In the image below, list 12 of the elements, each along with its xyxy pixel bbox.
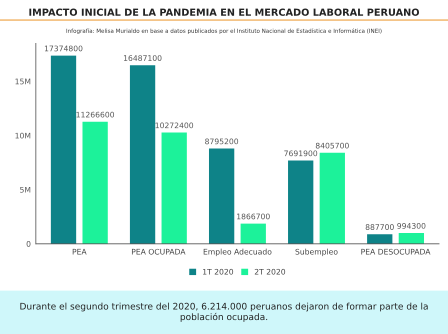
bar [130, 65, 156, 244]
bar [398, 233, 424, 244]
bar [288, 160, 314, 244]
bar [367, 234, 392, 244]
bar [240, 224, 266, 244]
chart-title: IMPACTO INICIAL DE LA PANDEMIA EN EL MERCADO LABORAL PERUANO [29, 8, 420, 16]
bar [208, 148, 234, 244]
bar [320, 152, 345, 244]
bar [50, 56, 76, 244]
bar [162, 132, 187, 244]
text: Durante el segundo trimestre del 2020, 6.214.000 peruanos dejaron de formar parte de la población ocupada. [20, 302, 428, 322]
bar [82, 122, 108, 244]
